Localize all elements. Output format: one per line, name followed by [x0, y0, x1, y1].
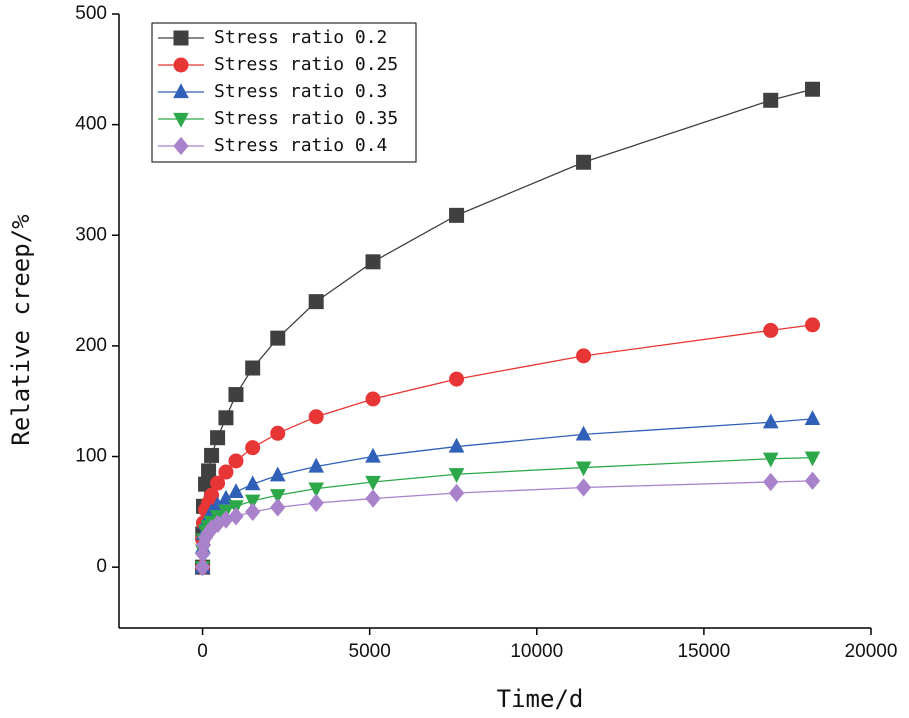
- marker: [762, 413, 779, 429]
- marker: [575, 461, 592, 477]
- marker: [805, 317, 821, 333]
- marker: [244, 494, 261, 510]
- marker: [228, 483, 244, 499]
- marker: [228, 387, 244, 403]
- marker: [308, 294, 324, 310]
- y-tick-label: 200: [75, 335, 107, 356]
- marker: [575, 425, 592, 441]
- y-tick-label: 500: [75, 3, 107, 24]
- marker: [270, 330, 286, 346]
- series-line: [201, 324, 813, 568]
- marker: [449, 371, 465, 387]
- marker: [204, 487, 220, 503]
- y-tick-label: 400: [75, 114, 107, 135]
- marker: [218, 410, 234, 426]
- marker: [194, 557, 211, 577]
- marker: [365, 447, 381, 463]
- series-line: [201, 456, 813, 568]
- marker: [218, 464, 234, 480]
- legend-marker: [173, 57, 189, 73]
- marker: [448, 437, 465, 453]
- marker: [804, 410, 821, 426]
- legend-label: Stress ratio 0.2: [214, 27, 387, 48]
- legend-marker: [173, 30, 189, 46]
- marker: [244, 475, 261, 491]
- series-line: [201, 480, 813, 568]
- marker: [449, 207, 465, 223]
- x-axis-title: Time/d: [497, 685, 584, 713]
- marker: [308, 482, 325, 498]
- marker: [228, 453, 244, 469]
- marker: [269, 466, 286, 482]
- marker: [270, 498, 286, 517]
- marker: [804, 451, 821, 467]
- marker: [576, 348, 592, 364]
- marker: [210, 430, 226, 446]
- marker: [448, 483, 465, 503]
- marker: [763, 322, 779, 338]
- marker: [365, 391, 381, 407]
- marker: [308, 409, 324, 425]
- x-tick-label: 10000: [510, 641, 563, 662]
- marker: [228, 507, 244, 526]
- x-tick-label: 15000: [677, 641, 730, 662]
- marker: [365, 254, 381, 270]
- marker: [365, 489, 381, 508]
- marker: [269, 489, 286, 505]
- legend-label: Stress ratio 0.4: [214, 135, 387, 156]
- marker: [575, 478, 592, 497]
- marker: [576, 154, 592, 170]
- x-tick-label: 0: [197, 641, 208, 662]
- legend-marker: [173, 83, 189, 99]
- marker: [805, 81, 821, 97]
- legend-marker: [173, 112, 189, 128]
- x-tick-label: 5000: [349, 641, 391, 662]
- marker: [201, 463, 217, 479]
- y-tick-label: 300: [75, 224, 107, 245]
- legend-label: Stress ratio 0.3: [214, 81, 387, 102]
- marker: [308, 493, 324, 513]
- legend-label: Stress ratio 0.25: [214, 54, 398, 75]
- y-tick-label: 100: [75, 446, 107, 467]
- marker: [245, 360, 261, 376]
- marker: [763, 472, 779, 492]
- y-axis-title: Relative creep/%: [7, 214, 35, 446]
- marker: [365, 475, 381, 491]
- marker: [448, 468, 465, 483]
- marker: [308, 457, 325, 473]
- legend-marker: [173, 136, 189, 156]
- marker: [204, 447, 220, 463]
- marker: [270, 425, 286, 441]
- marker: [210, 475, 226, 491]
- marker: [804, 471, 821, 491]
- x-tick-label: 20000: [845, 641, 898, 662]
- marker: [762, 452, 779, 468]
- y-tick-label: 0: [96, 556, 107, 577]
- legend-label: Stress ratio 0.35: [214, 108, 398, 129]
- marker: [245, 440, 261, 456]
- marker: [245, 502, 261, 522]
- marker: [763, 92, 779, 108]
